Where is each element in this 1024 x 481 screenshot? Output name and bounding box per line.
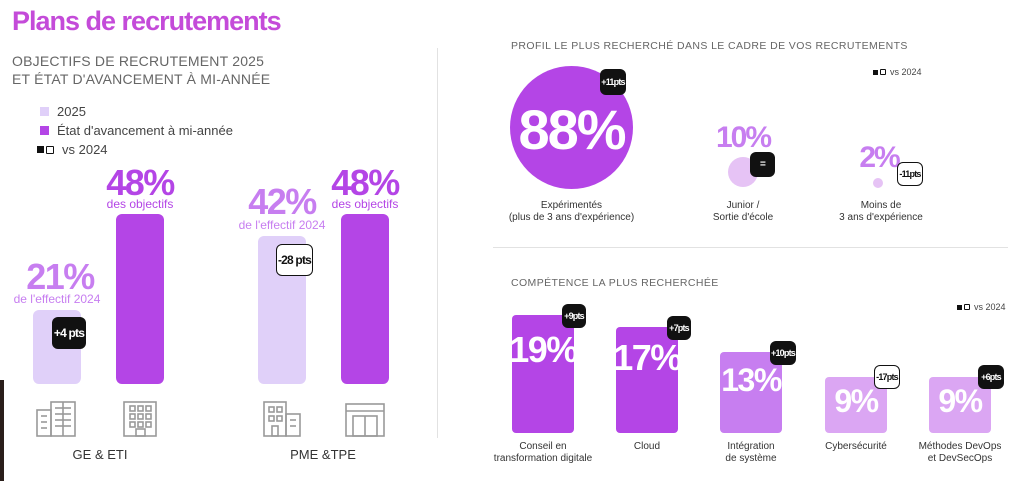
chart-subtitle: OBJECTIFS DE RECRUTEMENT 2025 ET ÉTAT D'… [12,52,270,88]
delta-badge: +9pts [562,304,586,328]
section-heading-profile: PROFIL LE PLUS RECHERCHÉ DANS LE CADRE D… [511,40,908,52]
vs-marker-icon [37,145,54,154]
value-label: 13% [721,362,782,398]
legend-item-vs: vs 2024 [37,142,108,157]
value-label: 2% [859,141,900,174]
horizontal-divider [493,247,1008,248]
category-line: transformation digitale [493,453,593,464]
bar-competence: 9% [825,377,887,433]
value-label: 9% [834,383,879,419]
legend-item-2025: 2025 [40,104,86,119]
category-label: Cloud [592,441,702,453]
category-line: (plus de 3 ans d'expérience) [508,212,635,223]
legend-label-progress: État d'avancement à mi-année [57,123,233,138]
category-line: Junior / [726,200,760,211]
delta-badge: +7pts [667,316,691,340]
category-label: Junior / Sortie d'école [693,200,793,224]
category-label: Conseil en transformation digitale [488,441,598,465]
legend-label-vs: vs 2024 [62,142,108,157]
subtitle-line-1: OBJECTIFS DE RECRUTEMENT 2025 [12,53,265,69]
delta-badge: = [750,152,775,177]
category-label: GE & ETI [72,447,128,462]
category-label: Expérimentés (plus de 3 ans d'expérience… [500,200,643,224]
delta-badge: -11pts [897,162,923,186]
category-label: PME &TPE [290,447,356,462]
value-label: 9% [938,383,983,419]
value-label: 88% [518,98,626,161]
bar-pme-progress [341,214,389,384]
delta-badge: +6pts [978,365,1004,389]
value-label: 17% [613,337,682,378]
value-sublabel: des objectifs [331,197,399,211]
bar-competence: 13% [720,352,782,433]
office-tower-icon [123,401,157,437]
subtitle-line-2: ET ÉTAT D'AVANCEMENT À MI-ANNÉE [12,71,271,87]
value-sublabel: de l'effectif 2024 [13,292,101,306]
section-heading-competence: COMPÉTENCE LA PLUS RECHERCHÉE [511,277,719,289]
category-line: Sortie d'école [712,212,774,223]
legend-label-2025: 2025 [57,104,86,119]
category-line: Cybersécurité [825,441,887,452]
category-line: Cloud [633,441,661,452]
shop-front-icon [345,403,385,437]
vs-legend-label: vs 2024 [890,67,922,77]
bar-competence: 19% [509,315,578,433]
legend-swatch-purple [40,126,49,135]
value-label: 48% [331,162,400,203]
category-line: Moins de [860,200,902,211]
category-label: Cybersécurité [801,441,911,453]
vs-marker-icon [957,304,970,310]
delta-badge: -28 pts [276,244,313,276]
category-line: 3 ans d'expérience [839,212,923,223]
category-line: Intégration [727,441,775,452]
category-label: Moins de 3 ans d'expérience [826,200,936,224]
value-sublabel: des objectifs [106,197,174,211]
delta-badge: +11pts [600,69,626,95]
category-line: Expérimentés [540,200,603,211]
bar-competence: 17% [613,327,682,433]
legend-item-progress: État d'avancement à mi-année [40,123,233,138]
value-label: 42% [248,181,317,222]
legend-swatch-light [40,107,49,116]
delta-badge: +4 pts [52,317,86,349]
value-label: 19% [509,329,578,370]
bar-ge-progress [116,214,164,384]
category-label: Méthodes DevOps et DevSecOps [905,441,1015,465]
category-line: Conseil en [519,441,567,452]
photo-edge [0,380,4,481]
bubble-moins [873,178,883,188]
category-line: de système [725,453,777,464]
vs-marker-icon [873,69,886,75]
office-building-icon [36,401,76,437]
value-sublabel: de l'effectif 2024 [238,218,326,232]
category-line: Méthodes DevOps [918,441,1002,452]
vs-legend-profile: vs 2024 [873,67,922,77]
category-label: Intégration de système [696,441,806,465]
value-label: 48% [106,162,175,203]
delta-badge: -17pts [874,365,900,389]
page-title: Plans de recrutements [12,6,282,36]
small-building-icon [263,401,301,437]
category-line: et DevSecOps [927,453,993,464]
value-label: 10% [715,121,772,154]
vs-legend-label: vs 2024 [974,302,1006,312]
delta-badge: +10pts [770,341,796,365]
value-label: 21% [26,256,95,297]
vertical-divider [437,48,438,438]
vs-legend-competence: vs 2024 [957,302,1006,312]
